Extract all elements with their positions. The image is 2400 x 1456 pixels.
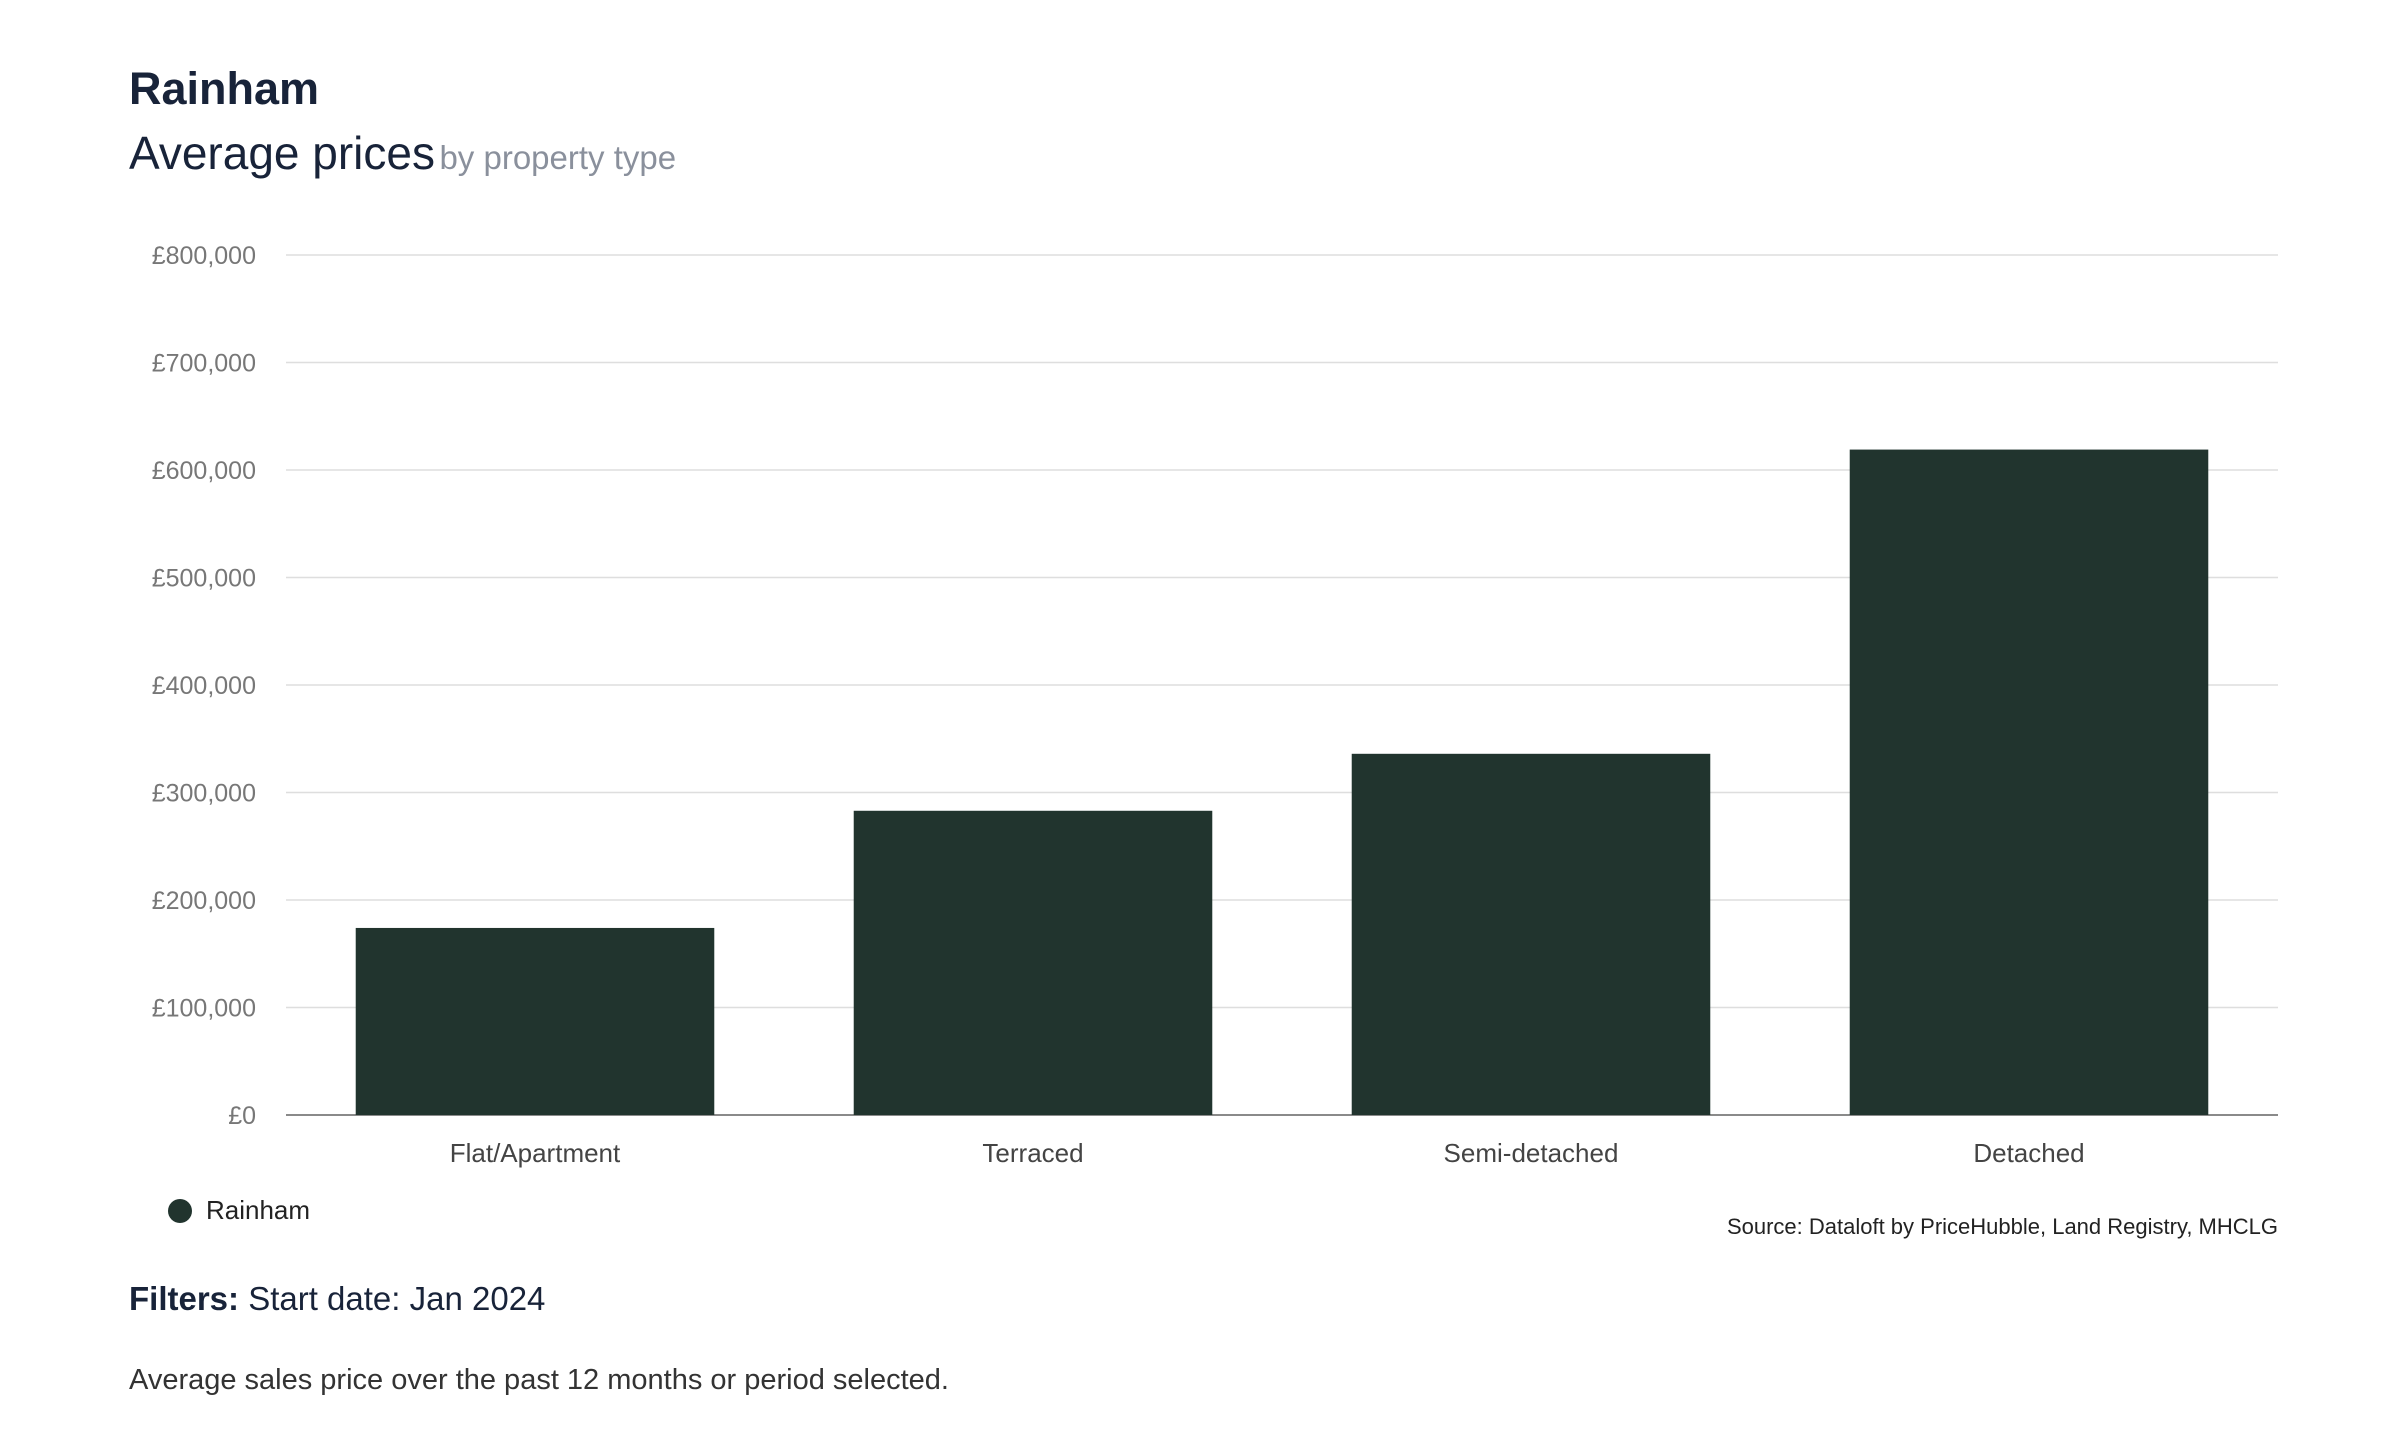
page-title: Rainham: [129, 63, 320, 114]
subtitle-main: Average prices: [129, 127, 435, 179]
page-subtitle: Average prices by property type: [129, 126, 676, 181]
legend-label: Rainham: [206, 1195, 311, 1225]
legend-swatch: [168, 1198, 192, 1223]
source-note: Source: Dataloft by PriceHubble, Land Re…: [1726, 1214, 2278, 1239]
x-tick-label: Detached: [1973, 1138, 2084, 1168]
legend: Rainham: [168, 1195, 310, 1226]
y-tick-label: £800,000: [152, 242, 256, 270]
x-tick-label: Terraced: [982, 1138, 1083, 1168]
bar: [355, 927, 715, 1115]
bar: [1351, 753, 1711, 1115]
y-tick-label: £400,000: [152, 672, 256, 700]
y-tick-label: £200,000: [152, 887, 256, 915]
bar: [853, 810, 1213, 1115]
y-tick-label: £600,000: [152, 457, 256, 485]
x-tick-label: Semi-detached: [1444, 1138, 1619, 1168]
y-tick-label: £700,000: [152, 350, 256, 378]
filters: Filters: Start date: Jan 2024: [129, 1280, 545, 1318]
y-tick-label: £500,000: [152, 565, 256, 593]
y-tick-label: £100,000: [152, 995, 256, 1023]
filters-label: Filters:: [129, 1280, 240, 1317]
subtitle-sub: by property type: [439, 139, 677, 176]
bar: [1849, 449, 2209, 1115]
filters-value: Start date: Jan 2024: [239, 1280, 546, 1317]
x-tick-label: Flat/Apartment: [450, 1138, 621, 1168]
y-tick-label: £0: [228, 1102, 256, 1130]
footnote: Average sales price over the past 12 mon…: [129, 1364, 949, 1396]
y-tick-label: £300,000: [152, 780, 256, 808]
